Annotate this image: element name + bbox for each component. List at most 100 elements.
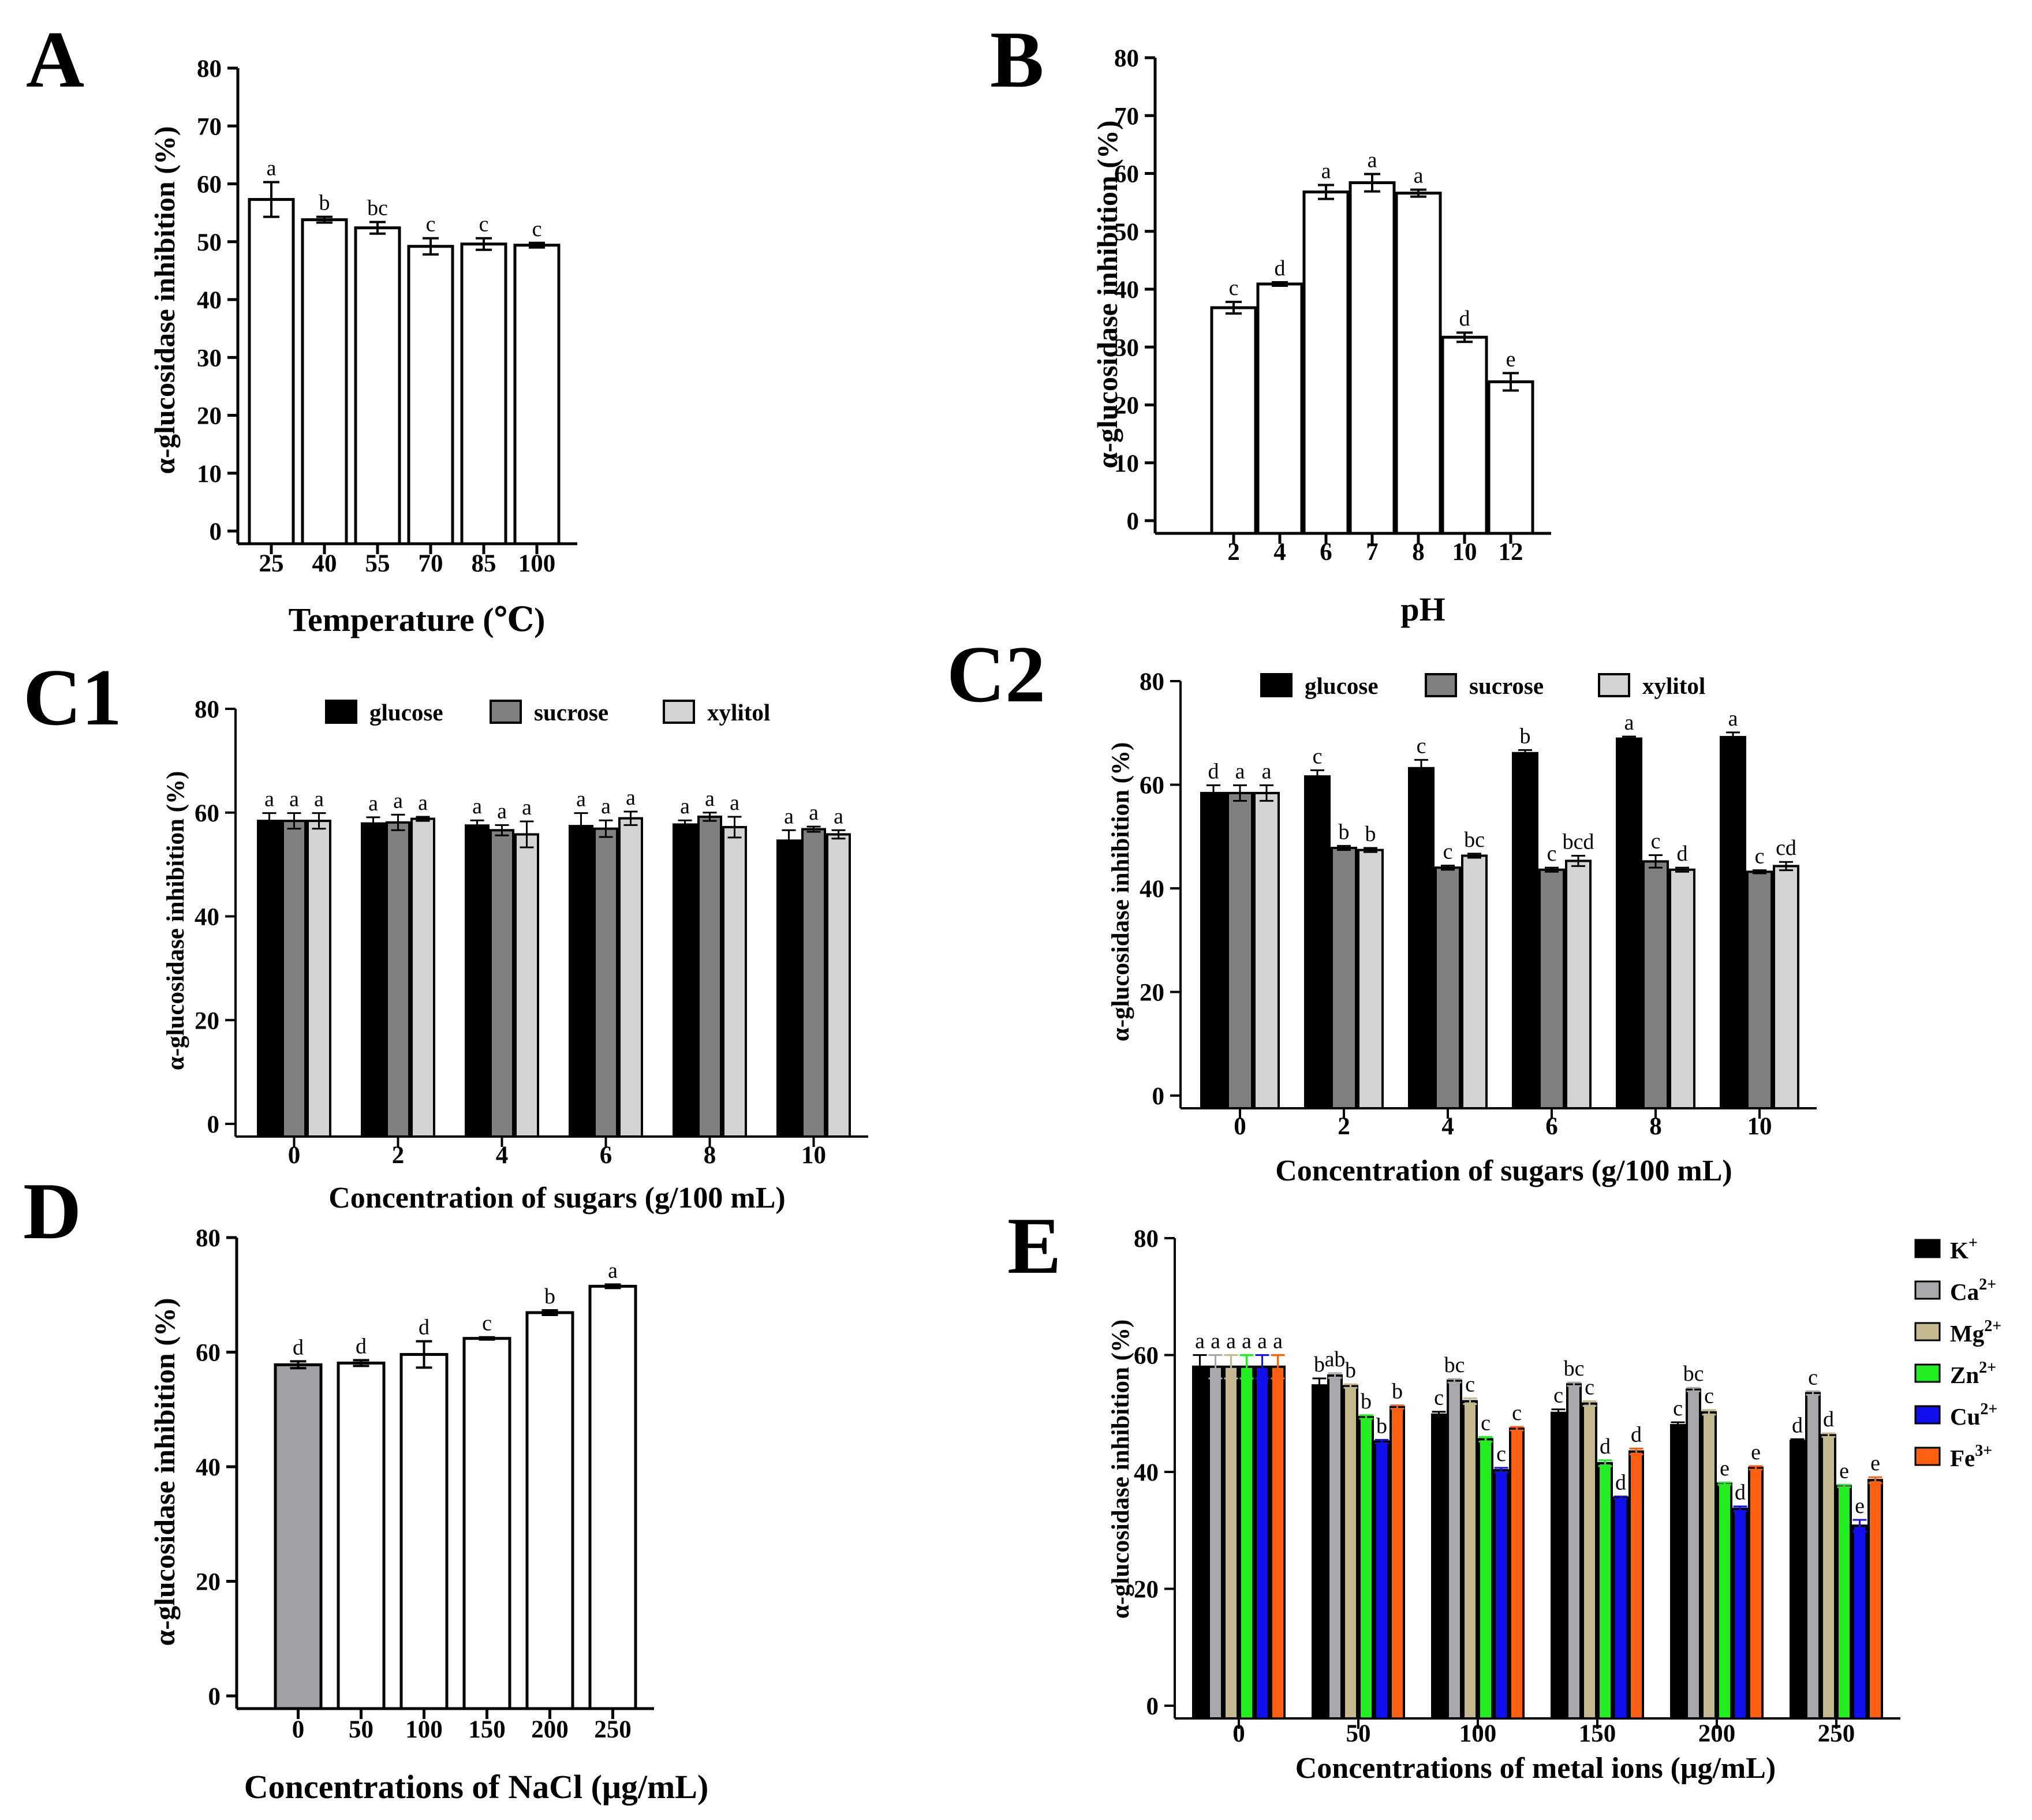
significance-letter-c1: a bbox=[680, 794, 690, 819]
significance-letter-c1: a bbox=[393, 788, 403, 813]
significance-letter-c2: c bbox=[1443, 840, 1453, 864]
significance-letter-b: a bbox=[1321, 159, 1331, 184]
y-tick-label-d: 60 bbox=[196, 1340, 221, 1367]
bar-c2 bbox=[1512, 752, 1538, 1109]
significance-letter-e: d bbox=[1600, 1434, 1611, 1459]
y-tick-label-a: 80 bbox=[197, 55, 222, 83]
y-tick-label-a: 50 bbox=[197, 229, 222, 256]
bar-b bbox=[1349, 181, 1396, 535]
significance-letter-c1: a bbox=[472, 794, 482, 819]
y-axis-label-c1: α-glucosidase inhibition (%) bbox=[162, 771, 189, 1071]
bar-e bbox=[1343, 1385, 1358, 1720]
significance-letter-a: bc bbox=[367, 196, 388, 221]
legend-label-c1: xylitol bbox=[707, 699, 770, 726]
bar-c1 bbox=[386, 821, 410, 1138]
bar-c2 bbox=[1616, 737, 1642, 1110]
significance-letter-e: b bbox=[1314, 1352, 1325, 1377]
significance-letter-b: a bbox=[1368, 148, 1377, 173]
x-tick-label-b: 6 bbox=[1320, 539, 1332, 566]
bar-c1 bbox=[490, 829, 514, 1138]
bar-a bbox=[248, 198, 295, 545]
legend-swatch-e bbox=[1914, 1405, 1941, 1425]
significance-letter-c2: a bbox=[1728, 707, 1738, 731]
y-tick-label-c2: 80 bbox=[1140, 668, 1164, 696]
x-tick-label-d: 200 bbox=[531, 1716, 569, 1743]
bar-c1 bbox=[257, 820, 282, 1138]
x-tick-label-c1: 4 bbox=[496, 1142, 509, 1169]
significance-letter-e: c bbox=[1585, 1375, 1594, 1399]
bar-c2 bbox=[1720, 735, 1746, 1110]
x-axis-label-e: Concentrations of metal ions (μg/mL) bbox=[1295, 1752, 1776, 1785]
y-tick-label-b: 50 bbox=[1114, 219, 1139, 246]
legend-swatch-c1 bbox=[325, 700, 357, 724]
legend-swatch-e bbox=[1914, 1447, 1941, 1466]
legend-swatch-e bbox=[1914, 1363, 1941, 1383]
bar-b bbox=[1210, 306, 1257, 535]
significance-letter-e: a bbox=[1211, 1329, 1220, 1354]
significance-letter-a: c bbox=[532, 217, 542, 241]
bar-c1 bbox=[410, 817, 435, 1138]
significance-letter-e: c bbox=[1553, 1384, 1563, 1408]
y-tick-label-c2: 0 bbox=[1152, 1083, 1165, 1110]
bar-e bbox=[1628, 1450, 1644, 1720]
significance-letter-e: d bbox=[1823, 1407, 1834, 1432]
y-axis-label-b: α-glucosidase inhibition (%) bbox=[1091, 120, 1123, 468]
bar-c2 bbox=[1253, 791, 1280, 1109]
bar-e bbox=[1389, 1406, 1405, 1720]
significance-letter-e: c bbox=[1434, 1386, 1444, 1410]
significance-letter-e: a bbox=[1195, 1329, 1205, 1354]
panel-label-e: E bbox=[1007, 1201, 1061, 1291]
bar-c2 bbox=[1642, 860, 1669, 1109]
bar-b bbox=[1256, 282, 1303, 535]
significance-letter-c2: bc bbox=[1464, 828, 1485, 852]
bar-c2 bbox=[1435, 866, 1461, 1109]
significance-letter-c1: a bbox=[497, 799, 507, 823]
legend-label-superscript-e: 2+ bbox=[1980, 1400, 1997, 1418]
y-tick-label-c1: 40 bbox=[195, 904, 219, 931]
bar-c2 bbox=[1746, 870, 1773, 1110]
x-tick-label-a: 55 bbox=[365, 550, 390, 577]
y-tick-label-b: 10 bbox=[1114, 450, 1139, 477]
significance-letter-c1: a bbox=[314, 787, 324, 812]
significance-letter-e: e bbox=[1751, 1440, 1761, 1464]
panel-label-c2: C2 bbox=[947, 630, 1045, 719]
bar-e bbox=[1597, 1462, 1613, 1720]
legend-swatch-c2 bbox=[1598, 673, 1630, 697]
y-tick-label-a: 30 bbox=[197, 345, 222, 372]
significance-letter-c1: a bbox=[576, 787, 586, 812]
x-tick-label-e: 150 bbox=[1579, 1720, 1616, 1747]
significance-letter-c2: c bbox=[1651, 829, 1661, 854]
panel-label-c1: C1 bbox=[23, 653, 122, 742]
legend-swatch-e bbox=[1914, 1280, 1941, 1300]
legend-label-superscript-e: 3+ bbox=[1975, 1442, 1992, 1460]
panel-c1: C1 α-glucosidase inhibition (%) Concentr… bbox=[23, 653, 868, 1214]
x-tick-label-e: 0 bbox=[1232, 1720, 1245, 1747]
x-tick-label-a: 85 bbox=[472, 550, 496, 577]
bar-e bbox=[1852, 1524, 1867, 1720]
panel-e: E α-glucosidase inhibition (%) Concentra… bbox=[1007, 1201, 2001, 1785]
significance-letter-c1: a bbox=[705, 787, 715, 811]
legend-swatch-c1 bbox=[663, 700, 695, 724]
bar-b bbox=[1302, 190, 1350, 535]
y-tick-label-a: 0 bbox=[210, 518, 222, 545]
bar-e bbox=[1613, 1496, 1628, 1720]
significance-letter-c1: a bbox=[601, 794, 611, 819]
bar-c1 bbox=[697, 815, 722, 1138]
y-tick-label-a: 70 bbox=[197, 113, 222, 140]
bar-b bbox=[1395, 192, 1442, 535]
significance-letter-e: c bbox=[1496, 1442, 1506, 1466]
legend-swatch-c2 bbox=[1425, 673, 1457, 697]
bar-c2 bbox=[1538, 868, 1565, 1109]
bar-e bbox=[1790, 1440, 1805, 1720]
bar-b bbox=[1487, 380, 1534, 535]
bar-e bbox=[1836, 1485, 1852, 1720]
x-tick-label-b: 7 bbox=[1366, 539, 1379, 566]
bar-d bbox=[462, 1337, 511, 1710]
significance-letter-c2: c bbox=[1313, 744, 1323, 768]
significance-letter-e: e bbox=[1855, 1494, 1865, 1518]
significance-letter-e: b bbox=[1376, 1414, 1387, 1438]
bar-e bbox=[1670, 1424, 1686, 1720]
panel-label-a: A bbox=[26, 15, 84, 104]
bar-a bbox=[407, 245, 454, 545]
bar-e bbox=[1478, 1438, 1493, 1720]
